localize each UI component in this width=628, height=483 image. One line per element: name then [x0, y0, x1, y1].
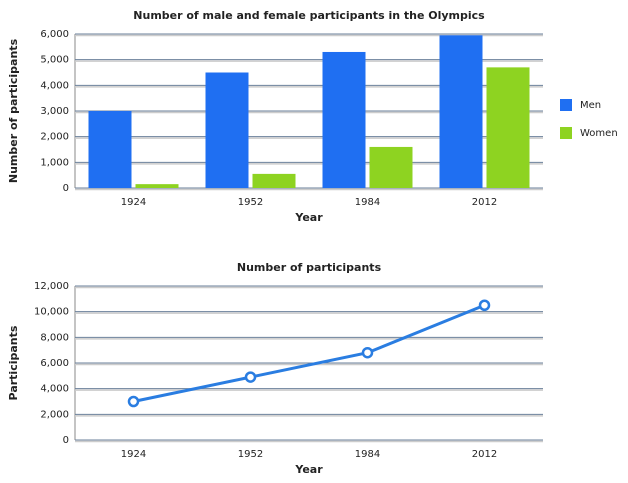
y-tick-label: 6,000 [40, 358, 69, 369]
bar [369, 146, 413, 188]
legend-label: Men [580, 100, 601, 111]
legend-swatch [560, 99, 572, 111]
x-tick-label: 2012 [472, 197, 497, 208]
x-tick-label: 1984 [355, 449, 380, 460]
y-tick-label: 8,000 [40, 332, 69, 343]
y-tick-label: 12,000 [34, 281, 69, 292]
point [244, 371, 257, 383]
y-tick-label: 3,000 [40, 106, 69, 117]
chart-title: Number of male and female participants i… [133, 9, 485, 22]
chart-title: Number of participants [237, 261, 382, 274]
point [361, 346, 374, 359]
y-tick-label: 10,000 [34, 307, 69, 318]
x-axis-label: Year [294, 211, 323, 224]
y-tick-label: 2,000 [40, 132, 69, 143]
bar [88, 111, 132, 188]
bar [135, 184, 179, 188]
x-tick-label: 1952 [238, 449, 263, 460]
x-tick-label: 1952 [238, 197, 263, 208]
y-tick-label: 4,000 [40, 80, 69, 91]
y-axis-label: Number of participants [7, 38, 20, 183]
bar [439, 35, 483, 189]
x-axis-label: Year [294, 463, 323, 476]
y-tick-label: 5,000 [40, 55, 69, 66]
bar [486, 67, 530, 188]
x-tick-label: 1984 [355, 197, 380, 208]
y-tick-label: 6,000 [40, 29, 69, 40]
point [127, 395, 140, 408]
legend-swatch [560, 127, 572, 139]
y-axis-label: Participants [7, 325, 20, 400]
y-tick-label: 4,000 [40, 384, 69, 395]
line [133, 303, 486, 403]
point [478, 299, 491, 311]
bar [252, 173, 296, 188]
bar [322, 51, 366, 188]
legend-label: Women [580, 128, 618, 139]
y-tick-label: 0 [63, 183, 69, 194]
y-tick-label: 1,000 [40, 157, 69, 168]
x-tick-label: 1924 [121, 197, 146, 208]
bar [205, 72, 249, 188]
x-tick-label: 2012 [472, 449, 497, 460]
y-tick-label: 2,000 [40, 409, 69, 420]
x-tick-label: 1924 [121, 449, 146, 460]
y-tick-label: 0 [63, 435, 69, 446]
